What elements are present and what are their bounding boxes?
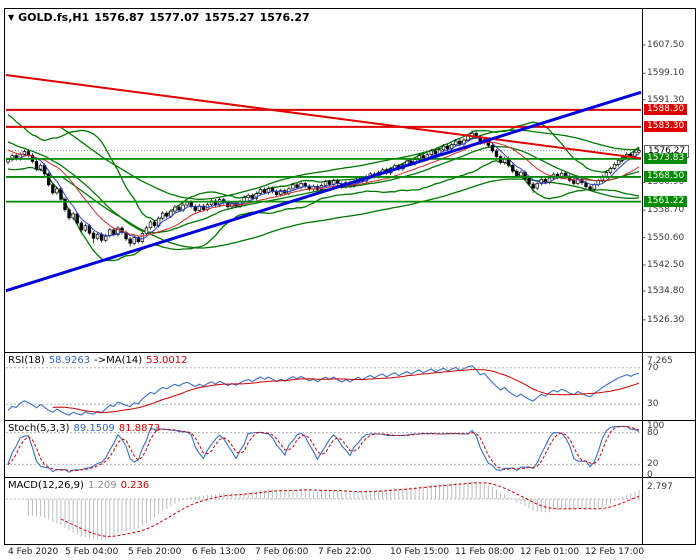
bollinger-middle: [7, 141, 640, 234]
macd-scale-label: 2.797: [647, 482, 673, 492]
rsi-ma-name: ->MA(14): [94, 355, 143, 366]
ohlc-low: 1575.27: [204, 11, 255, 24]
time-axis-label: 5 Feb 04:00: [65, 547, 119, 557]
stoch-level-label: 100: [647, 421, 665, 431]
macd-indicator-name: MACD(12,26,9): [8, 480, 84, 491]
time-axis-label: 12 Feb 17:00: [585, 547, 645, 557]
stoch-level-label: 0: [647, 470, 653, 480]
ma-fast-line: [7, 137, 640, 240]
time-axis-label: 4 Feb 2020: [8, 547, 59, 557]
price-tick-label: 1542.50: [647, 259, 685, 270]
stoch-level-label: 20: [647, 459, 659, 470]
trendline-descending[interactable]: [5, 74, 642, 160]
rsi-scale-label: 7.265: [647, 356, 673, 366]
rsi-ma-line: [52, 368, 640, 414]
rsi-level-label: 70: [647, 362, 659, 373]
bollinger-upper: [7, 114, 640, 222]
stoch-d-value: 81.8873: [118, 423, 161, 434]
price-tick-label: 1607.50: [647, 39, 685, 50]
price-level-label-resistance: 1588.30: [644, 104, 688, 116]
stoch-k-value: 89.1509: [73, 423, 115, 434]
time-axis-label: 7 Feb 22:00: [318, 547, 372, 557]
chart-header: ▼ GOLD.fs,H1 1576.87 1577.07 1575.27 1576.27: [8, 11, 315, 24]
macd-panel-title: MACD(12,26,9) 1.209 0.236: [8, 480, 153, 491]
price-level-label-support: 1568.50: [644, 171, 688, 183]
time-axis-label: 12 Feb 01:00: [520, 547, 580, 557]
time-axis-label: 5 Feb 20:00: [128, 547, 182, 557]
rsi-level-label: 30: [647, 399, 659, 410]
time-axis-label: 10 Feb 15:00: [390, 547, 450, 557]
stoch-level-label: 80: [647, 427, 659, 438]
price-tick-label: 1599.10: [647, 68, 685, 79]
macd-signal-line: [60, 482, 640, 537]
ohlc-open: 1576.87: [94, 11, 145, 24]
rsi-value: 58.9263: [48, 355, 91, 366]
macd-value: 1.209: [87, 480, 117, 491]
symbol-dropdown-icon[interactable]: ▼: [8, 13, 15, 22]
time-axis-label: 6 Feb 13:00: [192, 547, 246, 557]
price-tick-label: 1558.70: [647, 205, 685, 216]
price-level-label-resistance: 1583.30: [644, 121, 688, 133]
macd-signal-value: 0.236: [120, 480, 150, 491]
ma-slow-line: [7, 141, 640, 237]
price-tick-label: 1591.30: [647, 94, 685, 105]
rsi-ma-value: 53.0012: [146, 355, 188, 366]
price-level-label-support: 1561.22: [644, 196, 688, 208]
time-axis-label: 11 Feb 08:00: [455, 547, 515, 557]
ohlc-high: 1577.07: [149, 11, 200, 24]
stoch-d-line: [7, 426, 640, 472]
price-tick-label: 1534.80: [647, 286, 685, 297]
price-level-label-support: 1573.83: [644, 153, 688, 165]
price-tick-label: 1526.30: [647, 314, 685, 325]
chart-outer-border: [4, 8, 696, 545]
rsi-indicator-name: RSI(18): [8, 355, 45, 366]
trendline-ascending[interactable]: [5, 90, 642, 293]
price-tick-label: 1550.60: [647, 232, 685, 243]
bollinger-lower: [7, 160, 640, 262]
stoch-indicator-name: Stoch(5,3,3): [8, 423, 70, 434]
symbol-timeframe-label: GOLD.fs,H1: [18, 11, 90, 24]
rsi-panel-title: RSI(18) 58.9263 ->MA(14) 53.0012: [8, 355, 191, 366]
stoch-panel-title: Stoch(5,3,3) 89.1509 81.8873: [8, 423, 164, 434]
ohlc-close: 1576.27: [259, 11, 310, 24]
time-axis-label: 7 Feb 06:00: [255, 547, 309, 557]
rsi-line: [7, 365, 640, 416]
envelope-upper: [60, 126, 640, 200]
